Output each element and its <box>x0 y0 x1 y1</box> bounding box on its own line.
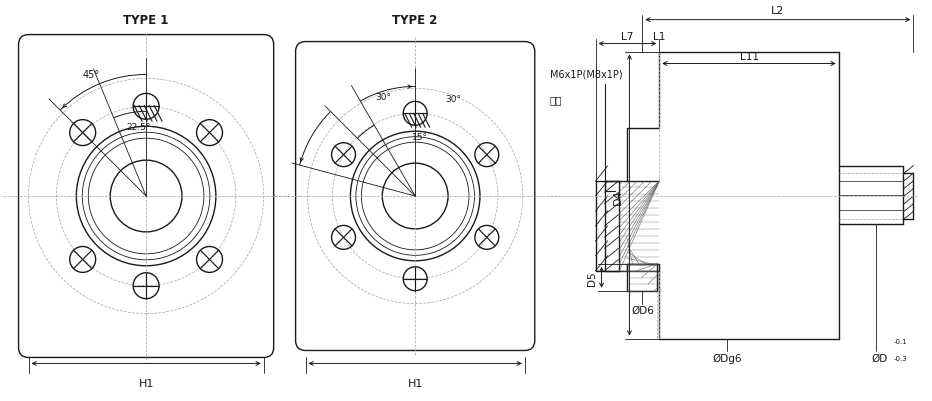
Text: H1: H1 <box>139 379 154 389</box>
Text: L7: L7 <box>622 32 634 41</box>
Text: TYPE 1: TYPE 1 <box>123 14 169 27</box>
Text: L11: L11 <box>739 51 759 61</box>
Text: 45°: 45° <box>83 70 100 80</box>
Text: ØD: ØD <box>871 352 887 363</box>
Text: -0.1: -0.1 <box>894 338 908 344</box>
Text: D5: D5 <box>586 270 596 285</box>
Text: ØD6: ØD6 <box>631 305 654 315</box>
Text: TYPE 2: TYPE 2 <box>392 14 438 27</box>
Text: 30°: 30° <box>445 95 461 103</box>
Text: L1: L1 <box>653 32 665 41</box>
Text: -0.3: -0.3 <box>894 356 908 362</box>
Text: 15°: 15° <box>412 132 428 142</box>
Text: 30°: 30° <box>376 93 391 101</box>
Text: D4: D4 <box>612 189 623 205</box>
Text: 油孔: 油孔 <box>550 95 562 105</box>
Text: H1: H1 <box>407 379 423 389</box>
Text: ØDg6: ØDg6 <box>713 352 742 363</box>
Text: M6x1P(M8x1P): M6x1P(M8x1P) <box>550 69 623 79</box>
Text: 22.5°: 22.5° <box>126 122 150 132</box>
Text: L2: L2 <box>772 6 785 16</box>
